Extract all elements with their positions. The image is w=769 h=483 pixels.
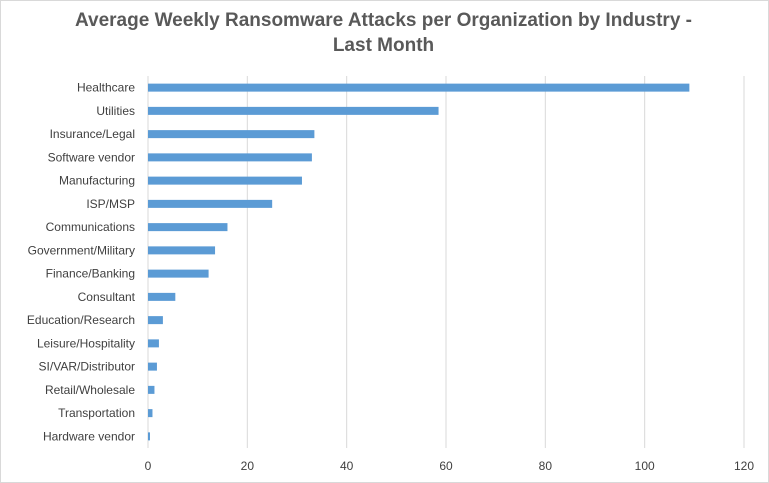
category-label: Healthcare bbox=[77, 81, 135, 95]
bar-government-military bbox=[148, 246, 216, 255]
category-label: Retail/Wholesale bbox=[45, 383, 135, 397]
bar-insurance-legal bbox=[148, 130, 315, 139]
category-label: Leisure/Hospitality bbox=[37, 336, 135, 350]
category-label: Manufacturing bbox=[59, 174, 135, 188]
x-tick-label: 60 bbox=[439, 459, 453, 473]
x-tick-label: 40 bbox=[340, 459, 354, 473]
category-label: Hardware vendor bbox=[43, 429, 135, 443]
bar-finance-banking bbox=[148, 269, 209, 278]
bar-si-var-distributor bbox=[148, 362, 157, 371]
category-label: Education/Research bbox=[27, 313, 135, 327]
category-label: Government/Military bbox=[28, 243, 135, 257]
bar-leisure-hospitality bbox=[148, 339, 159, 348]
category-label: SI/VAR/Distributor bbox=[39, 360, 135, 374]
category-label: Transportation bbox=[58, 406, 135, 420]
category-label: Finance/Banking bbox=[46, 267, 135, 281]
category-label: Consultant bbox=[78, 290, 136, 304]
bar-healthcare bbox=[148, 83, 690, 92]
bar-isp-msp bbox=[148, 199, 273, 208]
bar-utilities bbox=[148, 106, 439, 115]
x-tick-label: 80 bbox=[539, 459, 553, 473]
bar-hardware-vendor bbox=[148, 432, 150, 441]
bar-retail-wholesale bbox=[148, 385, 155, 394]
bar-education-research bbox=[148, 316, 163, 325]
category-label: ISP/MSP bbox=[86, 197, 135, 211]
category-label: Insurance/Legal bbox=[50, 127, 135, 141]
bar-transportation bbox=[148, 409, 153, 418]
x-tick-label: 120 bbox=[734, 459, 754, 473]
bar-consultant bbox=[148, 292, 176, 301]
category-label: Software vendor bbox=[48, 150, 135, 164]
category-label: Communications bbox=[46, 220, 135, 234]
bar-communications bbox=[148, 223, 228, 232]
bar-manufacturing bbox=[148, 176, 302, 185]
category-label: Utilities bbox=[96, 104, 135, 118]
x-tick-label: 100 bbox=[635, 459, 655, 473]
chart-title-line-2: Last Month bbox=[332, 35, 435, 56]
x-tick-label: 0 bbox=[145, 459, 152, 473]
chart-title: Average Weekly Ransomware Attacks per Or… bbox=[0, 8, 767, 58]
bar-software-vendor bbox=[148, 153, 312, 162]
chart-title-line-1: Average Weekly Ransomware Attacks per Or… bbox=[75, 10, 692, 31]
bars bbox=[148, 83, 690, 441]
category-labels: Healthcare Utilities Insurance/Legal Softwa… bbox=[27, 81, 136, 444]
x-tick-label: 20 bbox=[241, 459, 255, 473]
tick-labels: 0 20 40 60 80 100 120 bbox=[145, 459, 755, 473]
